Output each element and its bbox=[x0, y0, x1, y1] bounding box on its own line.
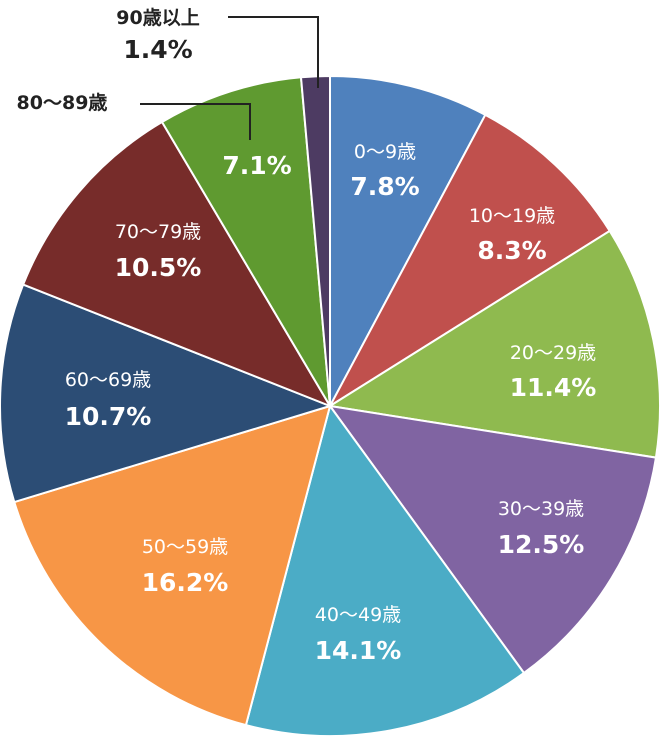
slice-category: 0～9歳 bbox=[354, 141, 416, 163]
leader-line-90-plus bbox=[228, 16, 319, 88]
pie-slice-8 bbox=[160, 76, 331, 407]
slice-percent: 1.4% bbox=[123, 35, 192, 64]
slice-label-80-89: 7.1% bbox=[222, 151, 291, 180]
slice-category: 50～59歳 bbox=[142, 536, 228, 558]
pie-slice-1 bbox=[327, 113, 612, 409]
slice-category: 70～79歳 bbox=[115, 221, 201, 243]
slice-label-20-29: 20～29歳 11.4% bbox=[510, 342, 597, 402]
slice-category: 40～49歳 bbox=[315, 604, 401, 626]
leader-line-80-89 bbox=[140, 103, 251, 140]
pie-slice-9 bbox=[299, 74, 331, 407]
slice-label-50-59: 50～59歳 16.2% bbox=[142, 536, 229, 597]
pie-slice-2 bbox=[327, 229, 661, 459]
slice-percent: 7.1% bbox=[222, 151, 291, 180]
slice-percent: 16.2% bbox=[142, 568, 229, 597]
slice-label-0-9: 0～9歳 7.8% bbox=[350, 141, 419, 201]
slice-category: 60～69歳 bbox=[65, 369, 151, 391]
outside-label-90-plus: 90歳以上 1.4% bbox=[116, 7, 199, 64]
slice-label-30-39: 30～39歳 12.5% bbox=[498, 498, 585, 559]
slice-category: 20～29歳 bbox=[510, 342, 596, 364]
pie-slice-6 bbox=[0, 283, 334, 504]
slice-percent: 12.5% bbox=[498, 530, 585, 559]
slice-percent: 11.4% bbox=[510, 373, 597, 402]
outside-label-80-89: 80～89歳 bbox=[17, 92, 108, 114]
slice-label-40-49: 40～49歳 14.1% bbox=[315, 604, 402, 665]
slice-label-60-69: 60～69歳 10.7% bbox=[65, 369, 152, 431]
slice-percent: 10.5% bbox=[115, 253, 202, 282]
pie-slice-7 bbox=[21, 120, 333, 409]
pie-slices bbox=[0, 74, 661, 737]
slice-percent: 7.8% bbox=[350, 172, 419, 201]
slice-percent: 10.7% bbox=[65, 402, 152, 431]
slice-percent: 8.3% bbox=[477, 236, 546, 265]
slice-category: 90歳以上 bbox=[116, 7, 199, 29]
slice-category: 30～39歳 bbox=[498, 498, 584, 520]
slice-percent: 14.1% bbox=[315, 636, 402, 665]
slice-label-10-19: 10～19歳 8.3% bbox=[469, 205, 555, 265]
slice-category: 10～19歳 bbox=[469, 205, 555, 227]
slice-label-70-79: 70～79歳 10.5% bbox=[115, 221, 202, 282]
pie-slice-4 bbox=[244, 403, 526, 737]
pie-slice-0 bbox=[329, 74, 487, 407]
pie-slice-5 bbox=[13, 404, 332, 727]
pie-slice-3 bbox=[327, 404, 658, 675]
